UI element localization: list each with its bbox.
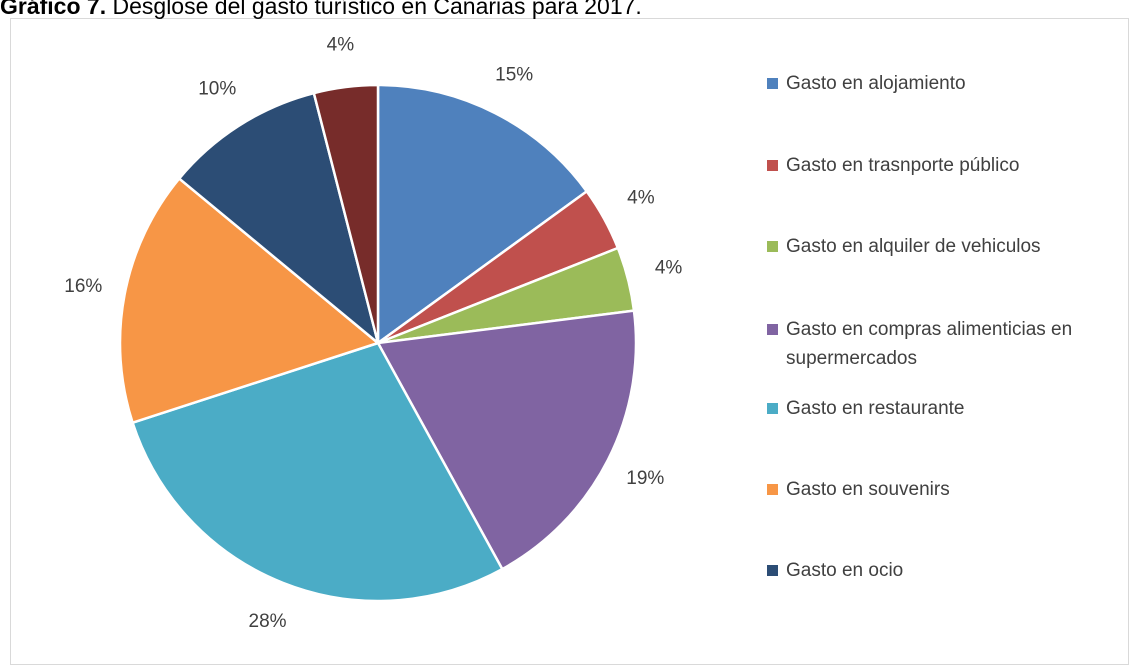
data-label: 15% (495, 65, 533, 86)
legend-item: Gasto en souvenirs (767, 475, 1107, 504)
legend-item: Gasto en trasnporte público (767, 151, 1107, 180)
legend-item: Gasto en restaurante (767, 394, 1107, 423)
data-label: 16% (64, 276, 102, 297)
legend-swatch (767, 324, 778, 335)
legend-item: Gasto en alquiler de vehiculos (767, 232, 1107, 261)
pie-slice (131, 341, 504, 603)
legend-swatch (767, 78, 778, 89)
pie-slice (376, 83, 589, 346)
legend-swatch (767, 241, 778, 252)
pie-slice (118, 176, 381, 425)
data-label: 4% (327, 34, 355, 55)
legend-swatch (767, 484, 778, 495)
pie-slice (376, 309, 638, 571)
data-label: 4% (627, 187, 655, 208)
legend-swatch (767, 160, 778, 171)
data-label: 10% (198, 79, 236, 100)
legend-item: Gasto en alojamiento (767, 69, 1107, 98)
chart-title: Gráfico 7. Desglose del gasto turístico … (0, 0, 642, 19)
legend-item: Gasto en compras alimenticias en superme… (767, 315, 1107, 373)
legend-label: Gasto en trasnporte público (786, 155, 1020, 176)
legend-swatch (767, 403, 778, 414)
pie-slice (177, 91, 381, 347)
data-label: 19% (626, 468, 664, 489)
legend-label: Gasto en compras alimenticias en superme… (786, 319, 1073, 369)
title-text: Desglose del gasto turístico en Canarias… (113, 0, 642, 19)
data-label: 28% (249, 611, 287, 632)
legend-label: Gasto en ocio (786, 560, 904, 581)
legend-label: Gasto en souvenirs (786, 479, 950, 500)
legend-item: Gasto en ocio (767, 556, 1107, 585)
legend-label: Gasto en alojamiento (786, 73, 966, 94)
legend-label: Gasto en restaurante (786, 398, 965, 419)
data-label: 4% (655, 257, 683, 278)
legend-label: Gasto en alquiler de vehiculos (786, 236, 1041, 257)
legend-swatch (767, 565, 778, 576)
pie-slice (312, 83, 380, 344)
title-label: Gráfico 7. (0, 0, 106, 19)
